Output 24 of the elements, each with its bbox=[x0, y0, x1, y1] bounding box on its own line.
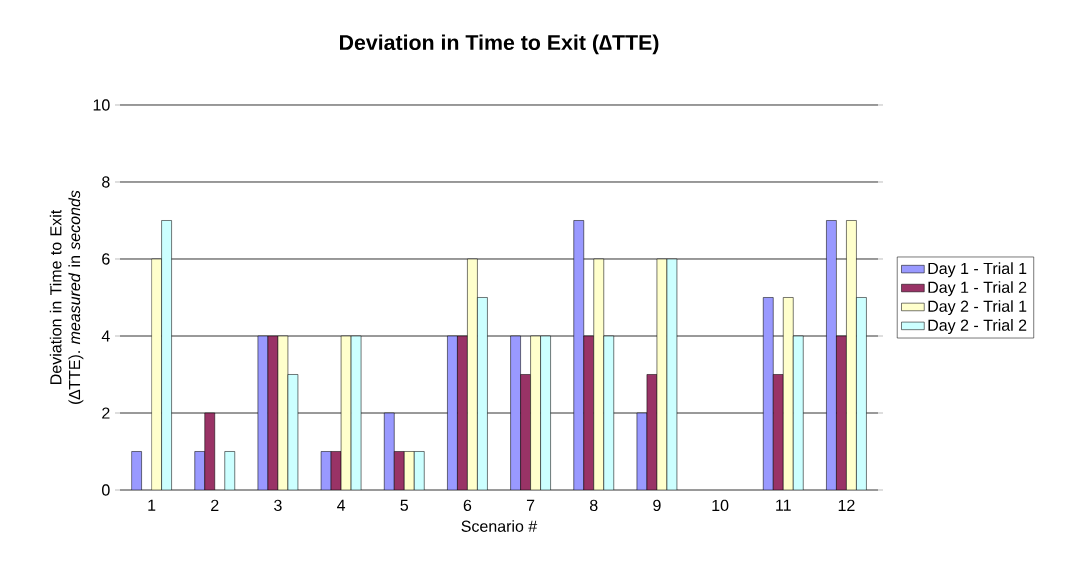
y-tick-label: 0 bbox=[102, 484, 110, 496]
chart-title: Deviation in Time to Exit (∆TTE) bbox=[340, 34, 659, 55]
legend-label: Day 2 - Trial 1 bbox=[928, 300, 1027, 316]
y-tick-label: 2 bbox=[102, 407, 110, 419]
x-tick-label: 7 bbox=[526, 499, 535, 511]
x-tick-label: 12 bbox=[838, 499, 855, 511]
x-tick-label: 8 bbox=[590, 499, 598, 512]
x-tick-label: 4 bbox=[337, 499, 346, 511]
x-tick-label: 1 bbox=[148, 499, 156, 511]
y-tick-label: 8 bbox=[102, 176, 110, 188]
x-tick-label: 6 bbox=[463, 499, 472, 512]
x-tick-label: 5 bbox=[400, 499, 409, 511]
legend-label: Day 2 - Trial 2 bbox=[928, 319, 1027, 335]
legend-label: Day 1 - Trial 2 bbox=[928, 281, 1027, 297]
x-tick-label: 10 bbox=[712, 499, 729, 512]
x-tick-label: 11 bbox=[776, 499, 791, 511]
x-tick-label: 2 bbox=[211, 499, 219, 511]
x-tick-label: 9 bbox=[653, 499, 661, 512]
legend-label: Day 1 - Trial 1 bbox=[928, 262, 1027, 278]
y-tick-label: 10 bbox=[93, 99, 110, 111]
x-axis-title: Scenario # bbox=[461, 520, 538, 532]
y-tick-label: 4 bbox=[101, 330, 110, 342]
y-tick-label: 6 bbox=[102, 253, 110, 265]
x-tick-label: 3 bbox=[274, 499, 282, 512]
